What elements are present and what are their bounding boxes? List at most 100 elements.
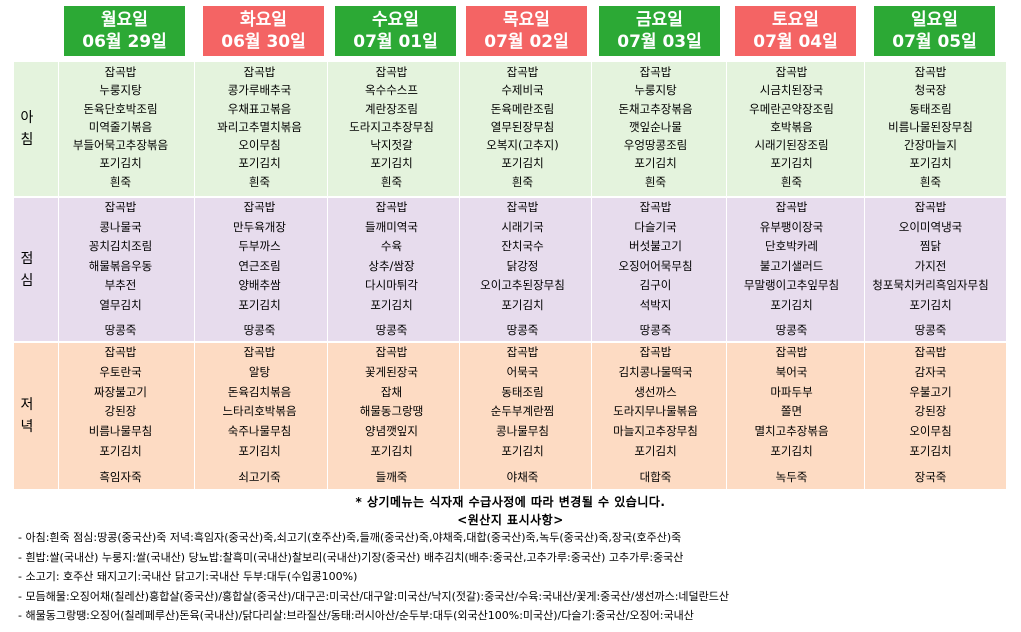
menu-item: 비름나물무침 — [88, 424, 153, 439]
menu-item: 잡곡밥 — [914, 200, 947, 214]
menu-item: 잡곡밥 — [639, 200, 672, 214]
menu-item: 다슬기국 — [634, 219, 677, 234]
menu-item: 누룽지탕 — [634, 83, 677, 98]
day-header: 금요일 07월 03일 — [599, 6, 720, 56]
menu-item: 땅콩죽 — [506, 323, 539, 337]
menu-item: 땅콩죽 — [639, 323, 672, 337]
origin-title: <원산지 표시사항> — [457, 513, 564, 527]
menu-item: 오복지(고추지) — [486, 138, 559, 153]
menu-item: 오이무침 — [238, 138, 281, 153]
breakfast-menu-cell: 잡곡밥 청국장 동태조림 비름나물된장무침 간장마늘지 포기김치 흰죽 — [865, 63, 996, 191]
menu-item: 느타리호박볶음 — [222, 404, 297, 419]
dinner-menu-cell: 잡곡밥 북어국 마파두부 쫄면 멸치고추장볶음 포기김치 녹두죽 — [726, 343, 857, 488]
day-header: 일요일 07월 05일 — [874, 6, 995, 56]
menu-item: 동태조림 — [909, 101, 952, 116]
menu-item: 야채죽 — [506, 469, 539, 484]
menu-item: 양념깻잎지 — [365, 424, 418, 439]
menu-item: 잡곡밥 — [506, 65, 539, 79]
menu-item: 땅콩죽 — [914, 323, 947, 337]
menu-item: 흰죽 — [380, 174, 403, 189]
menu-item: 포기김치 — [770, 156, 813, 171]
day-header: 수요일 07월 01일 — [335, 6, 456, 56]
day-date: 07월 01일 — [353, 32, 438, 52]
meal-label-breakfast: 아 침 — [14, 62, 40, 196]
day-date: 07월 05일 — [892, 32, 977, 52]
menu-item: 수육 — [380, 239, 403, 253]
menu-item: 다시마튀각 — [365, 278, 418, 292]
menu-item: 짜장불고기 — [94, 384, 147, 399]
menu-item: 오징어어묵무침 — [618, 258, 693, 273]
breakfast-menu-cell: 잡곡밥 누룽지탕 돈채고추장볶음 깻잎순나물 우엉땅콩조림 포기김치 흰죽 — [590, 63, 721, 191]
day-name: 목요일 — [503, 10, 550, 30]
menu-item: 잡곡밥 — [104, 345, 137, 359]
column-divider — [327, 62, 328, 489]
menu-item: 대합죽 — [639, 469, 672, 484]
menu-item: 포기김치 — [238, 443, 281, 458]
menu-item: 녹두죽 — [775, 469, 808, 484]
menu-item: 잔치국수 — [501, 239, 544, 253]
menu-item: 잡곡밥 — [775, 200, 808, 214]
meal-label-char: 녁 — [20, 419, 34, 435]
day-name: 일요일 — [911, 10, 958, 30]
column-divider — [864, 62, 865, 489]
menu-item: 땅콩죽 — [104, 323, 137, 337]
menu-item: 찜닭 — [919, 239, 942, 253]
menu-item: 잡곡밥 — [375, 65, 408, 79]
column-divider — [459, 62, 460, 489]
menu-item: 포기김치 — [909, 297, 952, 312]
day-date: 07월 02일 — [484, 32, 569, 52]
menu-item: 오이고추된장무침 — [480, 278, 565, 292]
menu-item: 두부까스 — [238, 239, 281, 253]
column-divider — [591, 62, 592, 489]
menu-item: 강된장 — [104, 404, 137, 419]
menu-item: 포기김치 — [909, 156, 952, 171]
dinner-menu-cell: 잡곡밥 김치콩나물떡국 생선까스 도라지무나물볶음 마늘지고추장무침 포기김치 대합죽 — [590, 343, 721, 488]
menu-item: 감자국 — [914, 364, 947, 379]
menu-item: 잡곡밥 — [914, 65, 947, 79]
column-divider — [726, 62, 727, 489]
menu-item: 잡곡밥 — [639, 345, 672, 359]
day-name: 금요일 — [636, 10, 683, 30]
menu-item: 잡곡밥 — [243, 345, 276, 359]
day-header: 목요일 07월 02일 — [466, 6, 587, 56]
day-name: 월요일 — [101, 10, 148, 30]
menu-item: 단호박카레 — [765, 239, 818, 253]
menu-item: 포기김치 — [501, 443, 544, 458]
menu-item: 부들어묵고추장볶음 — [72, 138, 169, 153]
breakfast-menu-cell: 잡곡밥 콩가루배추국 우채표고볶음 꽈리고추멸치볶음 오이무침 포기김치 흰죽 — [194, 63, 325, 191]
menu-item: 땅콩죽 — [375, 323, 408, 337]
menu-item: 해물볶음우동 — [88, 258, 153, 273]
meal-label-char: 점 — [20, 250, 34, 267]
menu-item: 버섯불고기 — [629, 239, 682, 253]
menu-item: 마파두부 — [770, 384, 813, 399]
menu-item: 돈육김치볶음 — [227, 384, 292, 399]
menu-item: 순두부계란찜 — [490, 404, 555, 419]
menu-item: 잡곡밥 — [506, 200, 539, 214]
menu-item: 흰죽 — [248, 174, 271, 189]
origin-line: - 아침:흰죽 점심:땅콩(중국산)죽 저녁:흑임자(중국산)죽,쇠고기(호주산… — [18, 531, 682, 544]
menu-item: 땅콩죽 — [775, 323, 808, 337]
origin-line: - 흰밥:쌀(국내산) 누룽지:쌀(국내산) 당뇨밥:찰흑미(국내산)찰보리(국… — [18, 550, 684, 564]
menu-item: 시래기국 — [501, 219, 544, 234]
menu-item: 우메란곤약장조림 — [749, 101, 834, 116]
menu-item: 콩나물국 — [99, 219, 142, 234]
menu-item: 강된장 — [914, 404, 947, 419]
menu-item: 잡곡밥 — [243, 200, 276, 214]
day-header: 토요일 07월 04일 — [735, 6, 856, 56]
menu-item: 불고기샐러드 — [759, 258, 824, 273]
menu-item: 잡곡밥 — [104, 200, 137, 214]
menu-item: 만두육개장 — [233, 219, 286, 234]
menu-item: 비름나물된장무침 — [888, 119, 973, 134]
menu-item: 돈채고추장볶음 — [618, 101, 693, 116]
menu-item: 포기김치 — [99, 156, 142, 171]
menu-item: 옥수수스프 — [365, 83, 418, 98]
menu-item: 꽈리고추멸치볶음 — [217, 119, 302, 134]
menu-item: 잡곡밥 — [506, 345, 539, 359]
menu-item: 우토란국 — [99, 364, 142, 379]
lunch-menu-cell: 잡곡밥 만두육개장 두부까스 연근조림 양배추쌈 포기김치 땅콩죽 — [194, 198, 325, 341]
menu-item: 양배추쌈 — [238, 278, 281, 292]
breakfast-band — [14, 62, 1006, 196]
menu-item: 청국장 — [914, 83, 947, 98]
menu-change-notice: * 상기메뉴는 식자재 수급사정에 따라 변경될 수 있습니다. — [355, 495, 666, 509]
day-name: 화요일 — [240, 10, 287, 30]
